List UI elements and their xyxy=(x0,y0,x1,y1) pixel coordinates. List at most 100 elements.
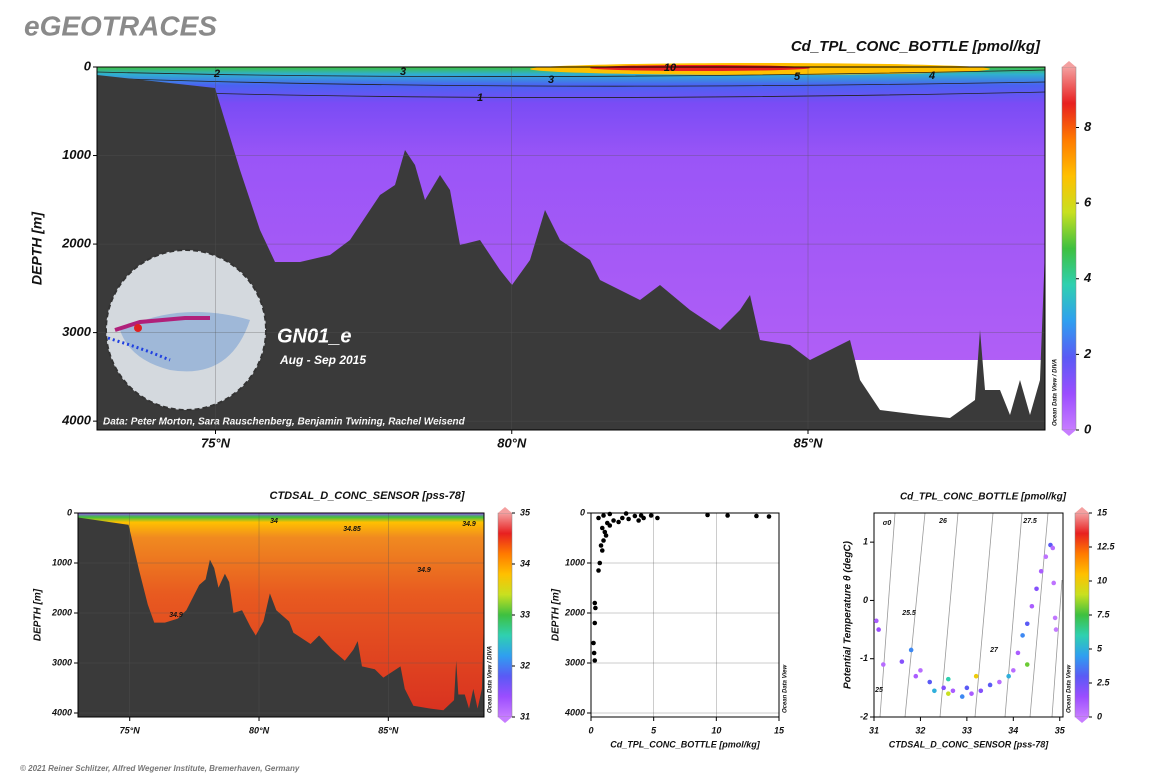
chart-title: Cd_TPL_CONC_BOTTLE [pmol/kg] xyxy=(791,38,1041,55)
data-point xyxy=(978,688,984,694)
isopycnal xyxy=(879,512,1063,718)
y-tick-label: 4000 xyxy=(51,707,72,717)
data-point xyxy=(603,533,609,538)
data-point xyxy=(1006,673,1011,679)
data-point xyxy=(1029,603,1035,609)
data-point xyxy=(754,513,759,519)
x-tick-label: 85°N xyxy=(793,435,823,450)
y-tick-label: 3000 xyxy=(565,657,585,667)
data-point xyxy=(1053,627,1059,632)
contour-label: 1 xyxy=(477,92,483,104)
y-tick-label: 0 xyxy=(67,507,72,517)
footer: © 2021 Reiner Schlitzer, Alfred Wegener … xyxy=(20,764,300,773)
data-point xyxy=(1020,633,1025,638)
contour-label: 26 xyxy=(938,518,947,525)
colorbar-tick-label: 6 xyxy=(1084,195,1092,210)
data-point xyxy=(1015,650,1021,656)
data-point xyxy=(596,568,601,573)
colorbar-end xyxy=(1075,717,1089,723)
x-tick-label: 35 xyxy=(1055,725,1066,735)
chart-title: CTDSAL_D_CONC_SENSOR [pss-78] xyxy=(270,490,465,502)
x-tick-label: 10 xyxy=(711,725,721,735)
data-point xyxy=(913,673,919,679)
contour-line xyxy=(96,69,1046,98)
data-point xyxy=(599,525,605,531)
contour-label: 27.5 xyxy=(1022,518,1037,525)
x-tick-label: 34 xyxy=(1008,725,1018,735)
y-tick-label: 0 xyxy=(863,595,868,605)
contour-label: 34.9 xyxy=(169,612,183,619)
data-point xyxy=(987,682,993,688)
y-tick-label: -1 xyxy=(860,653,868,663)
data-point xyxy=(945,676,951,682)
data-point xyxy=(596,515,601,521)
x-tick-label: 75°N xyxy=(201,435,231,450)
data-point xyxy=(597,560,603,566)
data-point xyxy=(908,647,914,653)
y-tick-label: 1 xyxy=(863,537,868,547)
x-tick-label: 75°N xyxy=(120,725,141,735)
data-point xyxy=(598,543,604,548)
y-tick-label: 1000 xyxy=(565,557,585,567)
plot-frame xyxy=(77,512,485,718)
contour-label: 34 xyxy=(270,518,278,525)
data-point xyxy=(1052,615,1058,621)
contour-label: 34.85 xyxy=(343,526,361,533)
contour-label: 34.9 xyxy=(417,567,431,574)
colorbar-tick-label: 34 xyxy=(520,558,530,568)
y-tick-label: 0 xyxy=(84,58,92,73)
data-point xyxy=(927,679,933,685)
data-point xyxy=(593,605,598,611)
colorbar-tick-label: 15 xyxy=(1097,507,1108,517)
colorbar-tick-label: 7.5 xyxy=(1097,609,1111,619)
x-tick-label: 31 xyxy=(869,725,879,735)
colorbar xyxy=(497,512,513,718)
data-point xyxy=(705,512,710,518)
side-label: Ocean Data View xyxy=(783,665,789,713)
x-tick-label: 80°N xyxy=(497,435,527,450)
data-point xyxy=(638,513,644,518)
y-tick-label: 1000 xyxy=(52,557,72,567)
colorbar-tick-label: 10 xyxy=(1097,575,1107,585)
credit-label: Data: Peter Morton, Sara Rauschenberg, B… xyxy=(103,417,466,428)
data-point xyxy=(591,650,597,656)
data-point xyxy=(616,519,621,525)
field-patch xyxy=(590,65,810,71)
colorbar-tick-label: 0 xyxy=(1097,711,1102,721)
data-point xyxy=(601,538,606,543)
side-label: Ocean Data View / DIVA xyxy=(488,646,494,713)
data-point xyxy=(620,515,625,521)
data-point xyxy=(1038,568,1044,574)
data-point xyxy=(918,668,923,673)
data-point xyxy=(899,659,905,664)
data-point xyxy=(1051,580,1057,586)
plot-frame xyxy=(590,512,780,718)
data-point xyxy=(611,518,616,523)
contour-label: 3 xyxy=(400,66,406,78)
x-tick-label: 5 xyxy=(651,725,657,735)
y-tick-label: 3000 xyxy=(62,324,92,339)
data-point xyxy=(874,618,879,624)
y-tick-label: 0 xyxy=(580,507,585,517)
data-point xyxy=(941,685,946,691)
y-axis-label: Potential Temperature θ (degC) xyxy=(843,540,854,689)
data-point xyxy=(632,513,638,519)
side-label: Ocean Data View xyxy=(1067,665,1073,713)
cruise-label: GN01_e xyxy=(277,325,352,347)
data-point xyxy=(607,511,613,517)
chart-title: Cd_TPL_CONC_BOTTLE [pmol/kg] xyxy=(900,492,1067,503)
data-point xyxy=(945,691,951,696)
x-tick-label: 85°N xyxy=(378,725,399,735)
data-point xyxy=(876,627,881,632)
colorbar-tick-label: 0 xyxy=(1084,421,1092,436)
y-tick-label: 4000 xyxy=(564,707,585,717)
y-axis-label: DEPTH [m] xyxy=(551,588,562,641)
data-point xyxy=(602,529,608,535)
y-tick-label: 2000 xyxy=(61,236,92,251)
side-label: Ocean Data View / DIVA xyxy=(1053,359,1059,426)
y-axis-label: DEPTH [m] xyxy=(33,588,44,641)
inset-track xyxy=(107,336,171,362)
plot-frame xyxy=(96,66,1046,431)
